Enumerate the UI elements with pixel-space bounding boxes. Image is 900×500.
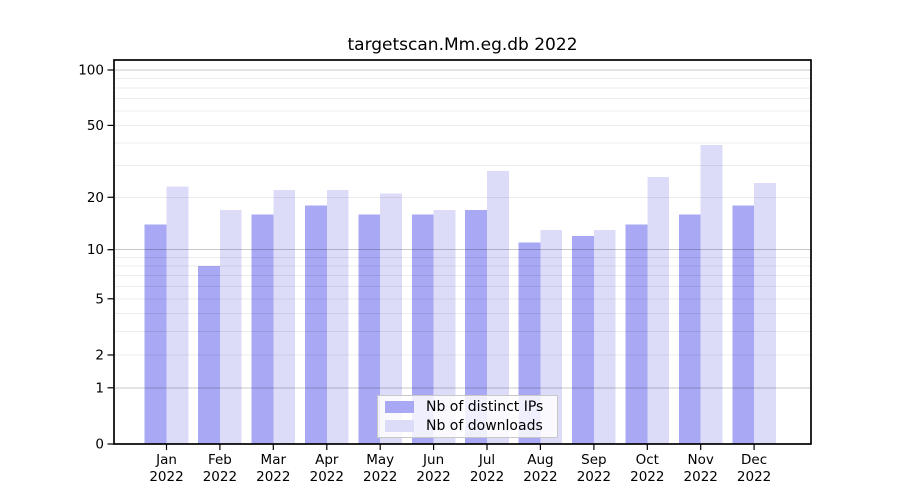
x-tick-label-year-jan: 2022 bbox=[149, 469, 183, 485]
bar-oct-distinct-ips bbox=[625, 224, 648, 444]
legend-label-distinct-ips: Nb of distinct IPs bbox=[426, 399, 544, 415]
plot-frame bbox=[113, 59, 812, 445]
bar-nov-downloads bbox=[700, 145, 723, 444]
legend-swatch-downloads bbox=[385, 420, 414, 432]
x-tick-label-month-jan: Jan bbox=[155, 452, 177, 468]
x-tick-label-month-may: May bbox=[366, 452, 394, 468]
bar-may-downloads bbox=[380, 193, 402, 444]
bar-mar-distinct-ips bbox=[251, 214, 274, 444]
x-tick-label-month-sep: Sep bbox=[581, 452, 606, 468]
bar-aug-downloads bbox=[540, 230, 563, 444]
x-tick-label-year-jun: 2022 bbox=[416, 469, 450, 485]
y-tick-label-2: 2 bbox=[95, 348, 104, 364]
legend-swatch-distinct-ips bbox=[385, 401, 414, 413]
bar-may-distinct-ips bbox=[358, 214, 381, 444]
bar-apr-downloads bbox=[326, 189, 349, 444]
bar-nov-distinct-ips bbox=[678, 214, 701, 444]
bar-aug-distinct-ips bbox=[518, 242, 541, 444]
bar-apr-distinct-ips bbox=[305, 205, 327, 444]
bar-sep-downloads bbox=[593, 230, 616, 444]
x-tick-label-year-nov: 2022 bbox=[684, 469, 718, 485]
x-tick-label-year-apr: 2022 bbox=[310, 469, 344, 485]
x-tick-label-month-feb: Feb bbox=[208, 452, 232, 468]
y-tick-label-10: 10 bbox=[87, 242, 104, 258]
y-tick-label-5: 5 bbox=[95, 291, 104, 307]
legend: Nb of distinct IPs Nb of downloads bbox=[377, 395, 558, 438]
bar-jul-distinct-ips bbox=[465, 209, 487, 444]
x-tick-label-month-apr: Apr bbox=[315, 452, 339, 468]
bar-jan-distinct-ips bbox=[144, 224, 167, 444]
x-tick-label-month-dec: Dec bbox=[741, 452, 767, 468]
x-tick-label-month-jun: Jun bbox=[422, 452, 444, 468]
bar-oct-downloads bbox=[647, 176, 670, 444]
x-tick-label-month-mar: Mar bbox=[261, 452, 287, 468]
y-tick-label-0: 0 bbox=[95, 437, 104, 453]
bar-dec-distinct-ips bbox=[732, 205, 755, 444]
bar-sep-distinct-ips bbox=[572, 236, 594, 444]
bar-mar-downloads bbox=[273, 189, 296, 444]
x-tick-label-year-aug: 2022 bbox=[523, 469, 557, 485]
x-tick-label-year-feb: 2022 bbox=[203, 469, 237, 485]
y-tick-label-20: 20 bbox=[87, 190, 104, 206]
bar-jun-distinct-ips bbox=[411, 214, 434, 444]
y-tick-label-1: 1 bbox=[95, 380, 104, 396]
x-tick-label-month-nov: Nov bbox=[688, 452, 714, 468]
x-tick-label-month-oct: Oct bbox=[636, 452, 659, 468]
x-tick-label-year-oct: 2022 bbox=[630, 469, 664, 485]
y-tick-label-100: 100 bbox=[78, 63, 104, 79]
bar-jun-downloads bbox=[433, 209, 456, 444]
x-tick-label-year-dec: 2022 bbox=[737, 469, 771, 485]
legend-item-distinct-ips: Nb of distinct IPs bbox=[385, 399, 557, 415]
legend-item-downloads: Nb of downloads bbox=[385, 418, 557, 434]
y-tick-label-50: 50 bbox=[87, 118, 104, 134]
x-tick-label-year-may: 2022 bbox=[363, 469, 397, 485]
x-tick-label-month-aug: Aug bbox=[527, 452, 553, 468]
bar-jul-downloads bbox=[487, 171, 509, 444]
x-tick-label-year-mar: 2022 bbox=[256, 469, 290, 485]
bar-jan-downloads bbox=[166, 186, 189, 444]
x-tick-label-month-jul: Jul bbox=[478, 452, 495, 468]
bar-feb-downloads bbox=[219, 209, 242, 444]
x-tick-label-year-jul: 2022 bbox=[470, 469, 504, 485]
legend-label-downloads: Nb of downloads bbox=[426, 418, 543, 434]
x-tick-label-year-sep: 2022 bbox=[577, 469, 611, 485]
chart-title: targetscan.Mm.eg.db 2022 bbox=[347, 35, 578, 55]
